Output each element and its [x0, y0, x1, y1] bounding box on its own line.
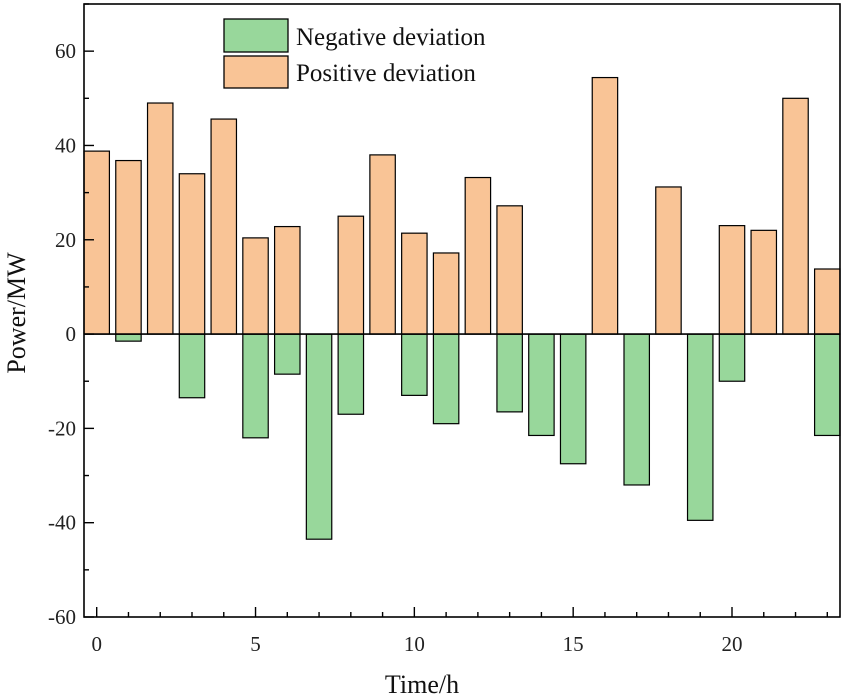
negative-deviation-bar — [432, 333, 460, 425]
legend-label-negative: Negative deviation — [296, 24, 486, 51]
y-axis-ticks — [84, 3, 94, 618]
positive-deviation-bar — [718, 225, 746, 335]
positive-deviation-bar — [591, 76, 619, 335]
negative-deviation-bar — [178, 333, 206, 399]
x-tick-label: 10 — [404, 632, 425, 656]
positive-deviation-bar — [401, 232, 428, 335]
positive-deviation-bars — [83, 76, 841, 335]
plot-frame — [83, 3, 841, 618]
negative-deviation-bar — [686, 333, 714, 521]
negative-deviation-bar — [337, 333, 365, 415]
legend-swatch-positive — [223, 55, 289, 89]
negative-deviation-bar — [623, 333, 651, 486]
x-axis-tick-labels: 0 5 10 15 20 — [91, 632, 742, 656]
positive-deviation-bar — [337, 215, 365, 335]
legend-swatch-negative — [223, 18, 289, 53]
y-tick-label: 20 — [55, 228, 76, 252]
y-tick-label: -20 — [48, 416, 76, 440]
y-tick-label: -40 — [48, 511, 76, 535]
y-axis-title: Power/MW — [2, 252, 31, 374]
negative-deviation-bar — [496, 333, 523, 413]
x-axis-title: Time/h — [385, 670, 459, 698]
negative-deviation-bar — [305, 333, 333, 540]
negative-deviation-bar — [813, 333, 841, 437]
legend-label-positive: Positive deviation — [296, 60, 476, 87]
positive-deviation-bar — [210, 118, 238, 335]
positive-deviation-bar — [813, 268, 841, 335]
negative-deviation-bar — [242, 333, 269, 439]
positive-deviation-bar — [273, 225, 301, 335]
positive-deviation-bar — [464, 176, 492, 335]
x-tick-label: 15 — [563, 632, 584, 656]
y-axis-tick-labels: -60 -40 -20 0 20 40 60 — [48, 39, 76, 629]
negative-deviation-bars — [115, 333, 841, 540]
positive-deviation-bar — [115, 159, 142, 335]
y-tick-label: 60 — [55, 39, 76, 63]
y-tick-label: 40 — [55, 133, 76, 157]
x-tick-label: 20 — [722, 632, 743, 656]
negative-deviation-bar — [401, 333, 428, 396]
x-axis-ticks — [96, 607, 828, 617]
positive-deviation-bar — [83, 150, 111, 335]
positive-deviation-bar — [750, 229, 778, 335]
negative-deviation-bar — [528, 333, 555, 437]
y-tick-label: -60 — [48, 605, 76, 629]
negative-deviation-bar — [559, 333, 587, 465]
positive-deviation-bar — [655, 186, 682, 335]
positive-deviation-bar — [146, 102, 174, 335]
negative-deviation-bar — [273, 333, 301, 375]
positive-deviation-bar — [496, 205, 523, 335]
x-tick-label: 0 — [91, 632, 102, 656]
positive-deviation-bar — [432, 252, 460, 335]
positive-deviation-bar — [369, 154, 396, 335]
negative-deviation-bar — [115, 333, 142, 342]
positive-deviation-bar — [178, 173, 206, 335]
negative-deviation-bar — [718, 333, 746, 382]
positive-deviation-bar — [782, 97, 809, 335]
positive-deviation-bar — [242, 237, 269, 335]
x-tick-label: 5 — [250, 632, 261, 656]
y-tick-label: 0 — [66, 322, 77, 346]
legend: Negative deviation Positive deviation — [223, 18, 486, 89]
